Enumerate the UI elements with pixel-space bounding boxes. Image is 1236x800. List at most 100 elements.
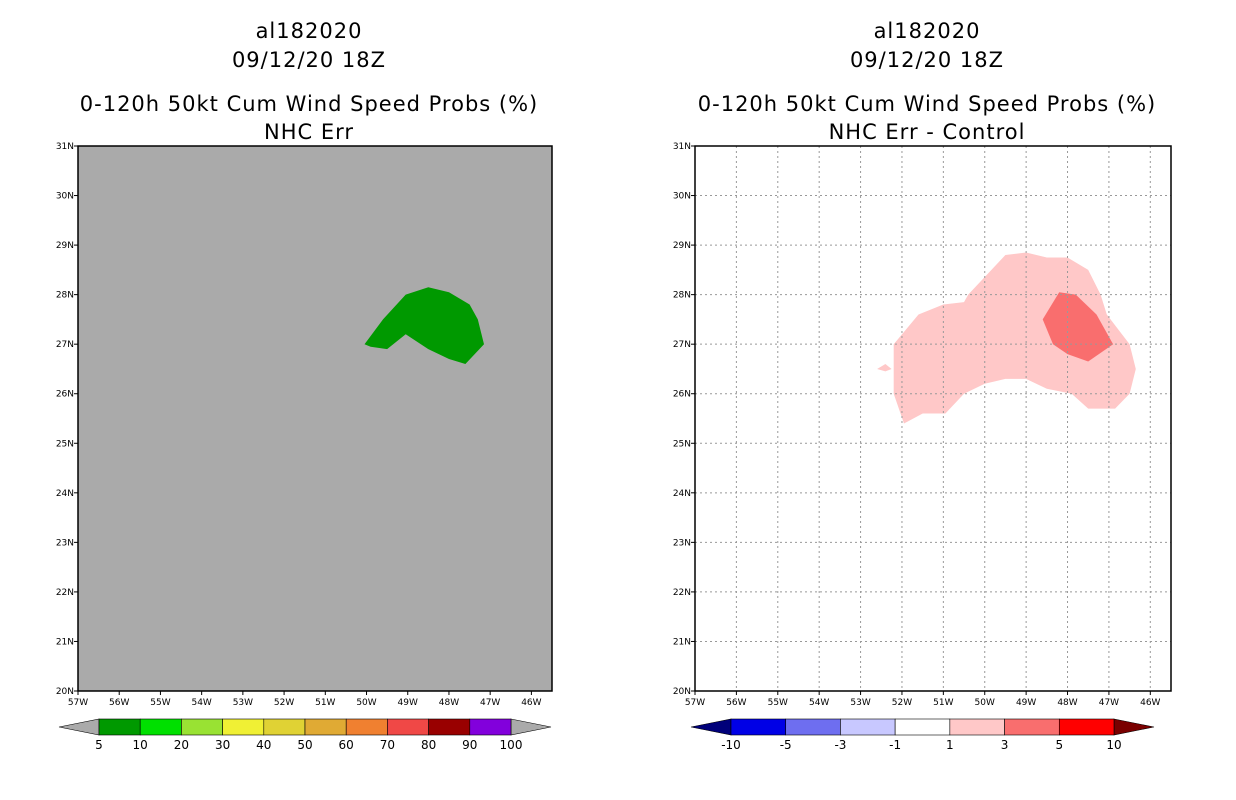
colorbar-label: 10 <box>133 738 148 752</box>
colorbar-swatch <box>263 718 306 736</box>
lon-tick-label: 53W <box>233 698 253 708</box>
map-frame <box>77 145 553 692</box>
lon-tick-label: 52W <box>274 698 294 708</box>
lon-tick-label: 56W <box>109 698 129 708</box>
lon-tick-label: 49W <box>398 698 418 708</box>
lat-tick-label: 22N <box>673 588 691 598</box>
lat-tick-label: 26N <box>673 390 691 400</box>
colorbar-label: 60 <box>339 738 354 752</box>
colorbar-swatch <box>1058 718 1115 736</box>
colorbar-swatch <box>98 718 141 736</box>
field-1-3-dot <box>877 364 892 372</box>
colorbar-label: 20 <box>174 738 189 752</box>
lat-tick-label: 27N <box>673 340 691 350</box>
colorbar-label: 10 <box>1106 738 1121 752</box>
colorbar-label: 80 <box>421 738 436 752</box>
lon-tick-label: 56W <box>726 698 746 708</box>
lon-tick-label: 55W <box>150 698 170 708</box>
colorbar-label: 100 <box>500 738 523 752</box>
colorbar-under-arrow <box>690 718 732 736</box>
lat-tick-label: 30N <box>56 192 74 202</box>
probability-fields <box>364 287 484 364</box>
colorbar-label: 90 <box>462 738 477 752</box>
colorbar-swatch <box>428 718 471 736</box>
colorbar-swatch <box>469 718 512 736</box>
map-grid <box>695 146 1171 691</box>
latitude-ticks: 20N 21N 22N 23N 24N 25N 26N 27N 28N 29N 30N 31N <box>56 142 78 697</box>
longitude-ticks: 57W 56W 55W 54W 53W 52W 51W 50W 49W 48W 47W 46W <box>68 691 542 708</box>
lon-tick-label: 46W <box>1140 698 1160 708</box>
lat-tick-label: 20N <box>673 687 691 697</box>
lon-tick-label: 48W <box>439 698 459 708</box>
lat-tick-label: 22N <box>56 588 74 598</box>
product-title: 0-120h 50kt Cum Wind Speed Probs (%) <box>698 92 1156 116</box>
lon-tick-label: 52W <box>892 698 912 708</box>
lon-tick-label: 54W <box>809 698 829 708</box>
lat-tick-label: 29N <box>673 241 691 251</box>
lon-tick-label: 49W <box>1016 698 1036 708</box>
lon-tick-label: 47W <box>1099 698 1119 708</box>
colorbar-swatch <box>949 718 1005 736</box>
lon-tick-label: 55W <box>768 698 788 708</box>
lon-tick-label: 51W <box>315 698 335 708</box>
colorbar: -10 -5 -3 -1 1 3 5 10 <box>690 718 1155 752</box>
colorbar-over-arrow <box>1113 718 1155 736</box>
lon-tick-label: 54W <box>191 698 211 708</box>
panel-right: al182020 09/12/20 18Z 0-120h 50kt Cum Wi… <box>673 19 1172 752</box>
map-background <box>78 146 552 691</box>
colorbar-swatch <box>387 718 429 736</box>
colorbar-under-arrow <box>58 718 100 736</box>
storm-id-title: al182020 <box>256 19 363 43</box>
lat-tick-label: 31N <box>56 142 74 152</box>
lon-tick-label: 47W <box>480 698 500 708</box>
lat-tick-label: 24N <box>56 489 74 499</box>
lon-tick-label: 57W <box>685 698 705 708</box>
panel-left: al182020 09/12/20 18Z 0-120h 50kt Cum Wi… <box>56 19 553 752</box>
lat-tick-label: 27N <box>56 340 74 350</box>
colorbar-label: -5 <box>780 738 792 752</box>
lat-tick-label: 23N <box>673 538 691 548</box>
lon-tick-label: 50W <box>356 698 376 708</box>
colorbar-swatch <box>730 718 787 736</box>
storm-id-title: al182020 <box>874 19 981 43</box>
colorbar-label: 5 <box>95 738 103 752</box>
lon-tick-label: 53W <box>850 698 870 708</box>
colorbar-label: 40 <box>256 738 271 752</box>
colorbar-swatch <box>222 718 265 736</box>
lon-tick-label: 48W <box>1057 698 1077 708</box>
colorbar-label: 50 <box>297 738 312 752</box>
map-background <box>695 146 1171 691</box>
colorbar-swatch <box>181 718 223 736</box>
lat-tick-label: 24N <box>673 489 691 499</box>
colorbar-label: 1 <box>946 738 954 752</box>
lon-tick-label: 46W <box>521 698 541 708</box>
datetime-title: 09/12/20 18Z <box>850 48 1004 72</box>
colorbar-label: 5 <box>1055 738 1063 752</box>
colorbar-swatch <box>345 718 388 736</box>
colorbar-over-arrow <box>510 718 552 736</box>
lon-tick-label: 50W <box>975 698 995 708</box>
product-subtitle: NHC Err - Control <box>829 120 1026 144</box>
lat-tick-label: 30N <box>673 192 691 202</box>
lat-tick-label: 28N <box>56 291 74 301</box>
colorbar-label: -3 <box>834 738 846 752</box>
lat-tick-label: 21N <box>673 637 691 647</box>
colorbar: 5 10 20 30 40 50 60 70 80 90 100 <box>58 718 552 752</box>
colorbar-swatch <box>840 718 896 736</box>
product-subtitle: NHC Err <box>264 120 354 144</box>
lat-tick-label: 23N <box>56 538 74 548</box>
lat-tick-label: 20N <box>56 687 74 697</box>
lat-tick-label: 25N <box>56 439 74 449</box>
colorbar-swatch <box>894 718 951 736</box>
colorbar-label: 70 <box>380 738 395 752</box>
colorbar-swatch <box>139 718 182 736</box>
lat-tick-label: 25N <box>673 439 691 449</box>
lat-tick-label: 26N <box>56 390 74 400</box>
colorbar-label: 3 <box>1001 738 1009 752</box>
colorbar-label: -1 <box>889 738 901 752</box>
product-title: 0-120h 50kt Cum Wind Speed Probs (%) <box>80 92 538 116</box>
longitude-ticks: 57W 56W 55W 54W 53W 52W 51W 50W 49W 48W 47W 46W <box>685 691 1161 708</box>
lat-tick-label: 28N <box>673 291 691 301</box>
lon-tick-label: 51W <box>933 698 953 708</box>
